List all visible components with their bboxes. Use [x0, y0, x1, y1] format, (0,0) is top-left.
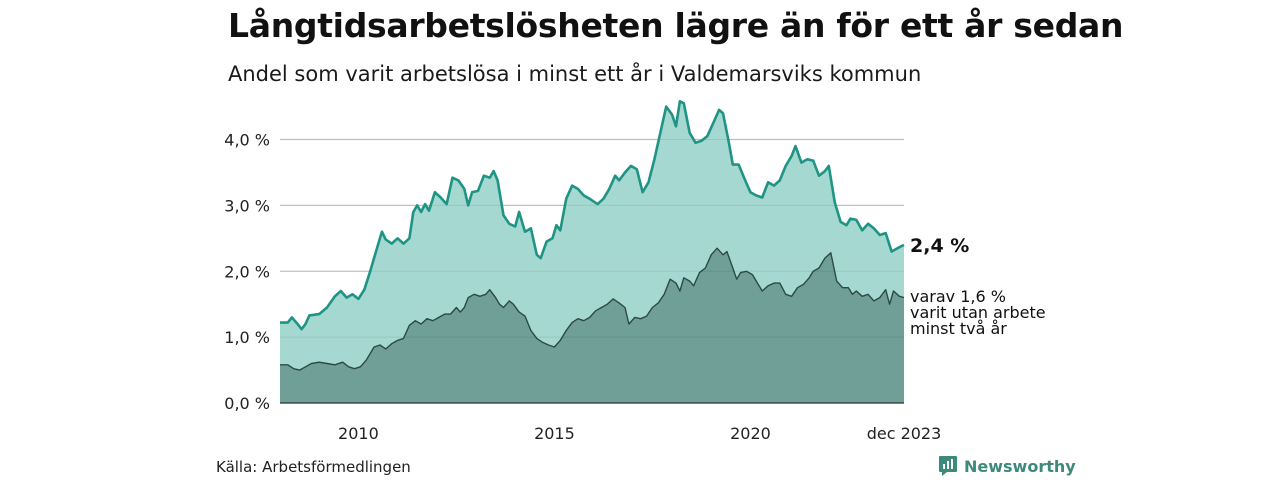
brand-logo: Newsworthy	[938, 455, 1076, 477]
y-tick-label: 1,0 %	[224, 328, 270, 347]
source-note: Källa: Arbetsförmedlingen	[216, 458, 411, 476]
y-tick-label: 4,0 %	[224, 131, 270, 150]
long-term-end-label-line: varit utan arbete	[910, 303, 1046, 322]
long-term-end-label: varav 1,6 % varit utan arbete minst två år	[910, 287, 1046, 338]
long-term-area	[280, 248, 904, 403]
y-tick-label: 2,0 %	[224, 262, 270, 281]
y-axis: 0,0 % 1,0 % 2,0 % 3,0 % 4,0 %	[224, 131, 270, 413]
x-tick-label: 2015	[534, 424, 575, 443]
total-line	[280, 100, 905, 331]
total-end-label: 2,4 %	[910, 235, 969, 257]
chart-subtitle: Andel som varit arbetslösa i minst ett å…	[228, 62, 922, 86]
long-term-end-label-line: varav 1,6 %	[910, 287, 1006, 306]
x-tick-label: 2020	[730, 424, 771, 443]
y-tick-label: 3,0 %	[224, 196, 270, 215]
y-tick-label: 0,0 %	[224, 394, 270, 413]
end-labels: 2,4 % varav 1,6 % varit utan arbete minst t…	[910, 235, 1046, 338]
x-tick-label: dec 2023	[867, 424, 942, 443]
newsworthy-icon	[939, 456, 957, 476]
long-term-end-label-line: minst två år	[910, 319, 1007, 338]
series-areas	[280, 100, 905, 404]
x-tick-label: 2010	[338, 424, 379, 443]
x-axis: 2010 2015 2020 dec 2023	[338, 424, 941, 443]
brand-name: Newsworthy	[964, 456, 1076, 476]
chart-title: Långtidsarbetslösheten lägre än för ett …	[228, 6, 1124, 45]
long-term-line	[280, 247, 905, 371]
